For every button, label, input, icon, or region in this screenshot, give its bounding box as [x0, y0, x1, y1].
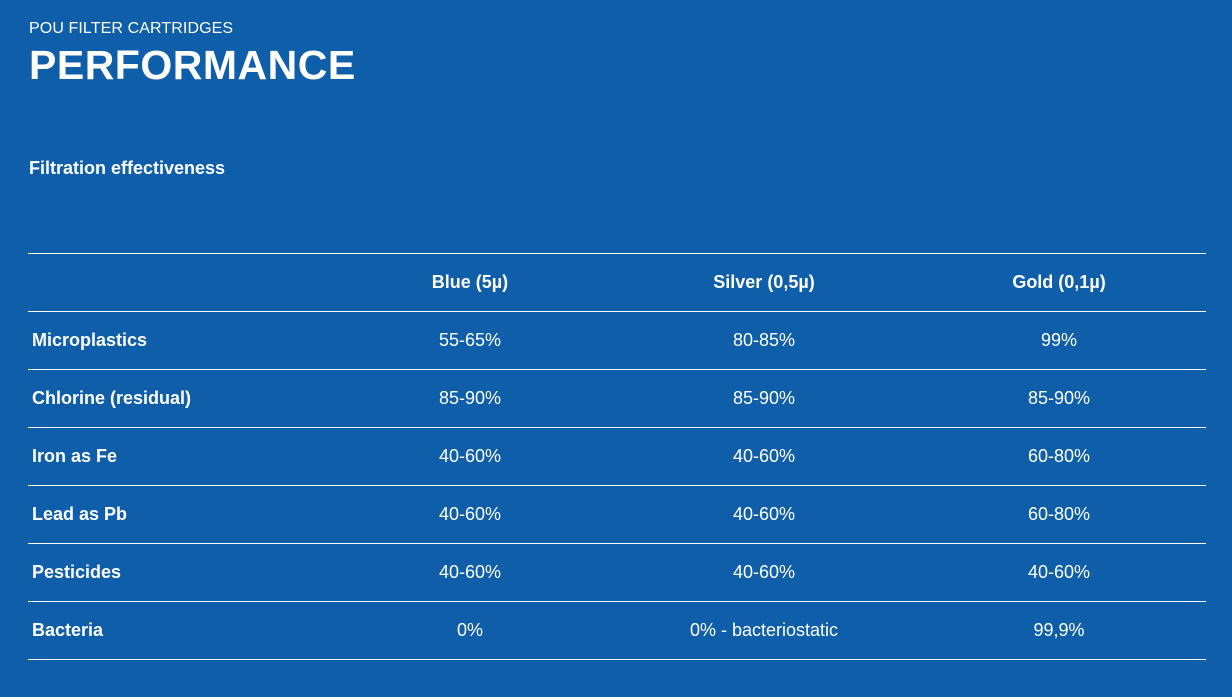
row-label: Iron as Fe [28, 427, 324, 486]
table-row: Lead as Pb 40-60% 40-60% 60-80% [28, 485, 1206, 544]
table-row: Iron as Fe 40-60% 40-60% 60-80% [28, 427, 1206, 486]
cell-silver: 40-60% [616, 427, 912, 486]
cell-gold: 99% [912, 311, 1206, 370]
cell-gold: 60-80% [912, 427, 1206, 486]
column-header-blue: Blue (5µ) [324, 253, 616, 312]
cell-silver: 40-60% [616, 485, 912, 544]
column-header-empty [28, 253, 324, 312]
cell-silver: 80-85% [616, 311, 912, 370]
cell-blue: 40-60% [324, 543, 616, 602]
table-row: Chlorine (residual) 85-90% 85-90% 85-90% [28, 369, 1206, 428]
cell-blue: 40-60% [324, 485, 616, 544]
cell-blue: 40-60% [324, 427, 616, 486]
cell-silver: 85-90% [616, 369, 912, 428]
row-label: Chlorine (residual) [28, 369, 324, 428]
cell-blue: 0% [324, 601, 616, 660]
row-label: Bacteria [28, 601, 324, 660]
performance-table: Blue (5µ) Silver (0,5µ) Gold (0,1µ) Micr… [28, 253, 1206, 660]
table-row: Microplastics 55-65% 80-85% 99% [28, 311, 1206, 370]
table-header-row: Blue (5µ) Silver (0,5µ) Gold (0,1µ) [28, 253, 1206, 312]
cell-gold: 99,9% [912, 601, 1206, 660]
table-row: Bacteria 0% 0% - bacteriostatic 99,9% [28, 601, 1206, 660]
column-header-silver: Silver (0,5µ) [616, 253, 912, 312]
cell-gold: 85-90% [912, 369, 1206, 428]
cell-gold: 60-80% [912, 485, 1206, 544]
cell-blue: 55-65% [324, 311, 616, 370]
column-header-gold: Gold (0,1µ) [912, 253, 1206, 312]
cell-gold: 40-60% [912, 543, 1206, 602]
cell-silver: 0% - bacteriostatic [616, 601, 912, 660]
page-title: PERFORMANCE [29, 42, 356, 88]
cell-blue: 85-90% [324, 369, 616, 428]
row-label: Lead as Pb [28, 485, 324, 544]
row-label: Pesticides [28, 543, 324, 602]
eyebrow-label: POU FILTER CARTRIDGES [29, 20, 234, 37]
table-row: Pesticides 40-60% 40-60% 40-60% [28, 543, 1206, 602]
row-label: Microplastics [28, 311, 324, 370]
cell-silver: 40-60% [616, 543, 912, 602]
section-subtitle: Filtration effectiveness [29, 158, 226, 178]
